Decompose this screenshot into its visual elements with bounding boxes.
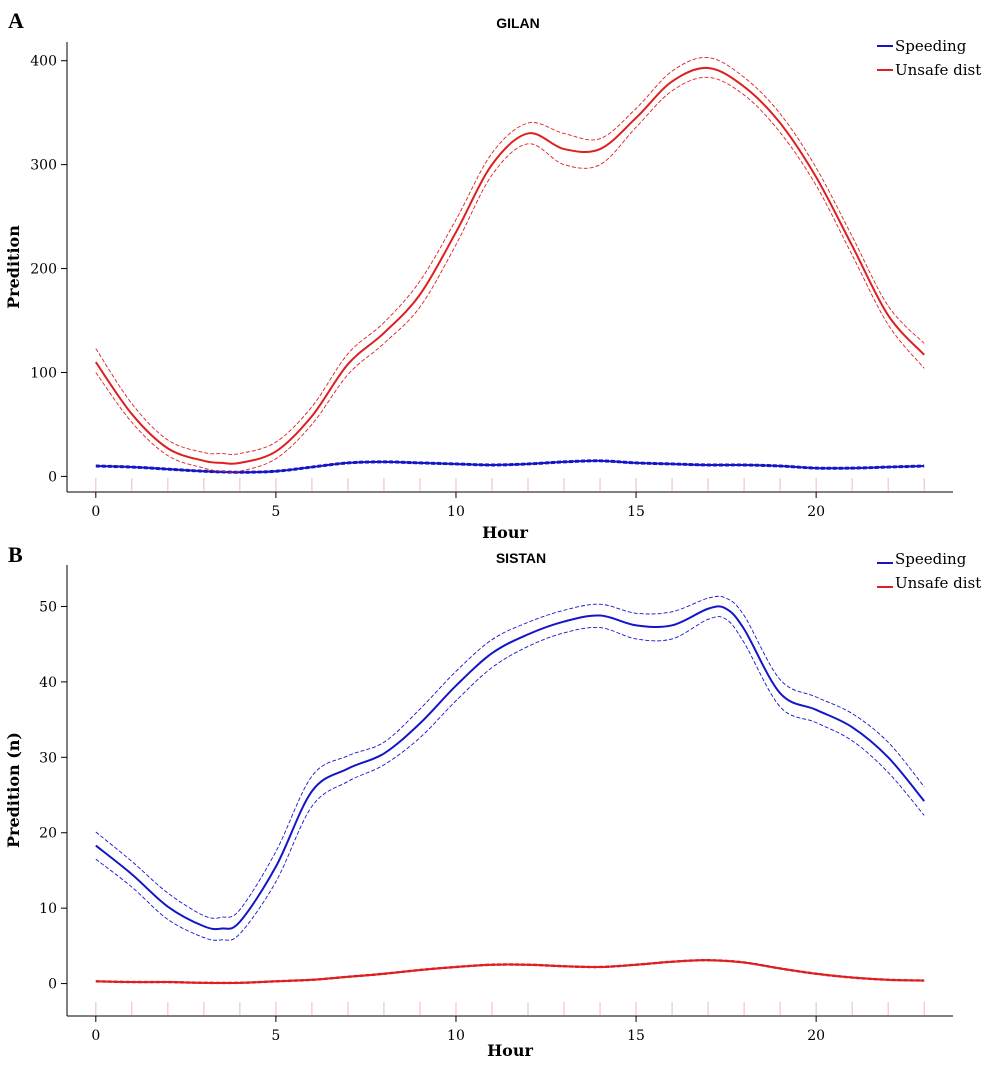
panel-a-legend-item-speeding: Speeding (877, 37, 967, 55)
panel-a-y-tick-label: 100 (30, 365, 57, 381)
panel-a-rug (95, 478, 925, 491)
panel-b-legend: Speeding Unsafe dist (877, 550, 981, 592)
panel-b-x-tick-label: 0 (91, 1028, 100, 1044)
panel-a-series (94, 57, 925, 474)
panel-b-series-speeding-lower-ci (95, 616, 925, 941)
panel-a-x-ticks: 0 5 10 15 20 (91, 492, 825, 520)
panel-a-x-tick-label: 10 (447, 504, 465, 520)
panel-b-x-tick-label: 5 (271, 1028, 280, 1044)
panel-a-x-tick-label: 0 (91, 504, 100, 520)
panel-a-y-tick-label: 0 (48, 469, 57, 485)
panel-a-x-axis-title: Hour (482, 523, 528, 542)
panel-b-y-tick-label: 30 (39, 750, 57, 766)
panel-b-x-tick-label: 20 (807, 1028, 825, 1044)
panel-b-y-axis-title: Predition (n) (4, 732, 23, 848)
panel-b-series-unsafe-dist-line (95, 959, 925, 984)
panel-b-rug (95, 1002, 925, 1015)
panel-a: A GILAN 0 100 200 300 400 0 5 10 15 20 Hour Pred… (4, 8, 981, 542)
panel-a-y-axis-title: Predition (4, 225, 23, 309)
panel-a-series-speeding-lower-ci (95, 461, 925, 474)
panel-b-legend-label-unsafe-dist: Unsafe dist (895, 574, 981, 592)
panel-a-series-unsafe-dist-upper-ci (95, 57, 925, 455)
panel-b-letter: B (8, 542, 23, 567)
panel-a-legend-item-unsafe-dist: Unsafe dist (877, 61, 981, 79)
panel-a-legend-label-speeding: Speeding (895, 37, 967, 55)
panel-a-x-tick-label: 5 (271, 504, 280, 520)
panel-a-y-tick-label: 200 (30, 262, 57, 278)
panel-b-title: SISTAN (496, 550, 546, 566)
panel-b-x-tick-label: 10 (447, 1028, 465, 1044)
panel-a-letter: A (8, 8, 24, 33)
panel-b: B SISTAN 0 10 20 30 40 50 0 5 10 15 20 Hour Predi… (4, 542, 981, 1060)
panel-b-y-tick-label: 20 (39, 826, 57, 842)
panel-b-legend-item-speeding: Speeding (877, 550, 967, 568)
panel-b-series-speeding-upper-ci (95, 595, 925, 919)
panel-b-x-axis-title: Hour (487, 1041, 533, 1060)
panel-a-x-tick-label: 20 (807, 504, 825, 520)
panel-b-x-ticks: 0 5 10 15 20 (91, 1016, 825, 1044)
panel-a-legend: Speeding Unsafe dist (877, 37, 981, 79)
panel-a-legend-label-unsafe-dist: Unsafe dist (895, 61, 981, 79)
panel-b-y-tick-label: 10 (39, 901, 57, 917)
panel-a-x-tick-label: 15 (627, 504, 645, 520)
panel-a-y-tick-label: 400 (30, 54, 57, 70)
panel-a-title: GILAN (496, 15, 540, 31)
panel-a-series-unsafe-dist-lower-ci (95, 76, 925, 473)
panel-b-y-tick-label: 50 (39, 599, 57, 615)
panel-b-x-tick-label: 15 (627, 1028, 645, 1044)
panel-a-series-unsafe-dist-line (94, 66, 925, 465)
panel-a-y-tick-label: 300 (30, 158, 57, 174)
panel-a-series-speeding-upper-ci (95, 459, 925, 472)
panel-b-y-tick-label: 40 (39, 675, 57, 691)
panel-b-legend-label-speeding: Speeding (895, 550, 967, 568)
panel-b-series-speeding-line (95, 605, 925, 931)
panel-a-y-ticks: 0 100 200 300 400 (30, 54, 67, 485)
panel-b-series (95, 595, 925, 985)
panel-b-y-tick-label: 0 (48, 977, 57, 993)
panel-b-y-ticks: 0 10 20 30 40 50 (39, 599, 67, 993)
panel-b-legend-item-unsafe-dist: Unsafe dist (877, 574, 981, 592)
